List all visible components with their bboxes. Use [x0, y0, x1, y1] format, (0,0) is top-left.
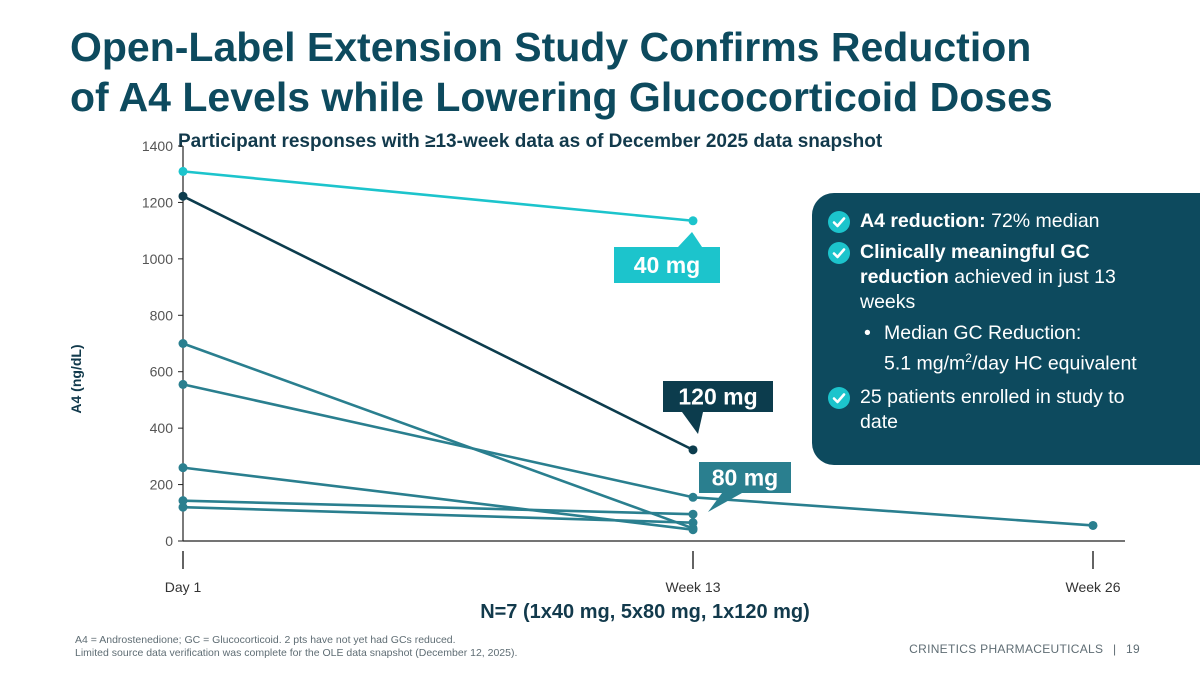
chart-title: Participant responses with ≥13-week data… — [178, 131, 883, 152]
slide-title-line-1: Open-Label Extension Study Confirms Redu… — [70, 24, 1032, 70]
finding-gc-text: achieved in just 13 weeks — [860, 266, 1116, 313]
series-line-segment — [182, 342, 694, 530]
dose-label-pointer — [678, 232, 702, 247]
bullet-point: • — [864, 322, 871, 344]
finding-enrollment: 25 patients enrolled in study to date — [828, 385, 1160, 435]
y-tick-label: 600 — [150, 364, 174, 380]
dose-label-box — [699, 462, 791, 493]
data-point — [688, 509, 698, 519]
data-point — [688, 445, 698, 455]
footnote-line-2: Limited source data verification was com… — [75, 647, 518, 659]
y-tick-label: 1400 — [142, 138, 173, 154]
data-point — [1088, 520, 1098, 530]
dose-label-pointer — [708, 493, 742, 512]
data-point — [688, 216, 698, 226]
y-tick-label: 1200 — [142, 194, 173, 210]
dose-label-text: 80 mg — [712, 465, 778, 491]
data-point — [178, 339, 188, 348]
finding-gc-reduction: Clinically meaningful GC reduction achie… — [828, 240, 1160, 315]
y-axis-title: A4 (ng/dL) — [68, 344, 84, 413]
slide-title: Open-Label Extension Study Confirms Redu… — [70, 22, 1170, 122]
data-point — [688, 525, 698, 535]
data-point — [178, 379, 188, 389]
finding-gc-label-b: reduction — [860, 266, 949, 288]
finding-a4-label: A4 reduction: — [860, 210, 986, 232]
finding-enrollment-text: 25 patients enrolled in study to date — [860, 385, 1125, 433]
x-tick-label: Week 13 — [666, 579, 721, 595]
median-gc-text-b: 5.1 mg/m — [884, 352, 966, 375]
series-line-segment — [182, 195, 694, 452]
dose-label-text: 120 mg — [678, 384, 757, 410]
dose-label-box — [614, 247, 720, 283]
y-tick-label: 0 — [165, 533, 173, 549]
series-line-segment — [182, 170, 694, 223]
x-axis-title: N=7 (1x40 mg, 5x80 mg, 1x120 mg) — [480, 601, 810, 623]
footnote: A4 = Androstenedione; GC = Glucocorticoi… — [75, 634, 517, 660]
dose-label-pointer — [682, 412, 703, 434]
y-tick-label: 800 — [150, 307, 174, 323]
y-tick-label: 1000 — [142, 251, 173, 267]
dose-label-text: 40 mg — [634, 252, 700, 278]
slide-title-line-2: of A4 Levels while Lowering Glucocortico… — [70, 74, 1053, 120]
median-gc-text-c: /day HC equivalent — [971, 352, 1137, 375]
median-gc-superscript: 2 — [965, 351, 972, 365]
footer-separator: | — [1112, 642, 1117, 656]
y-tick-label: 400 — [150, 420, 174, 436]
data-point — [178, 463, 188, 473]
data-point — [178, 496, 188, 506]
x-tick-label: Week 26 — [1066, 579, 1121, 595]
series-line-segment — [692, 495, 1094, 527]
series-line-segment — [182, 383, 694, 499]
data-point — [688, 518, 698, 528]
data-point — [688, 492, 698, 502]
footnote-line-1: A4 = Androstenedione; GC = Glucocorticoi… — [75, 634, 456, 646]
median-gc-text-a: Median GC Reduction: — [884, 322, 1082, 344]
x-tick-label: Day 1 — [165, 579, 202, 595]
page-number: 19 — [1126, 642, 1140, 656]
data-point — [178, 166, 188, 176]
checkmark-icon — [828, 386, 850, 409]
finding-a4-value: 72% median — [985, 210, 1100, 232]
company-name: CRINETICS PHARMACEUTICALS — [909, 642, 1104, 656]
finding-a4-reduction: A4 reduction: 72% median — [828, 209, 1160, 234]
series-line-segment — [182, 499, 694, 516]
series-line-segment — [182, 505, 694, 524]
checkmark-icon — [828, 242, 850, 264]
footer-brand: CRINETICS PHARMACEUTICALS | 19 — [909, 642, 1140, 656]
data-point — [178, 502, 188, 512]
key-findings-callout: A4 reduction: 72% median Clinically mean… — [812, 193, 1200, 465]
finding-gc-label-a: Clinically meaningful GC — [860, 241, 1090, 263]
dose-label-box — [663, 381, 773, 412]
checkmark-icon — [828, 211, 850, 233]
finding-median-gc: • Median GC Reduction: 5.1 mg/m2/day HC … — [834, 321, 1160, 377]
y-tick-label: 200 — [150, 477, 174, 493]
data-point — [178, 191, 188, 201]
